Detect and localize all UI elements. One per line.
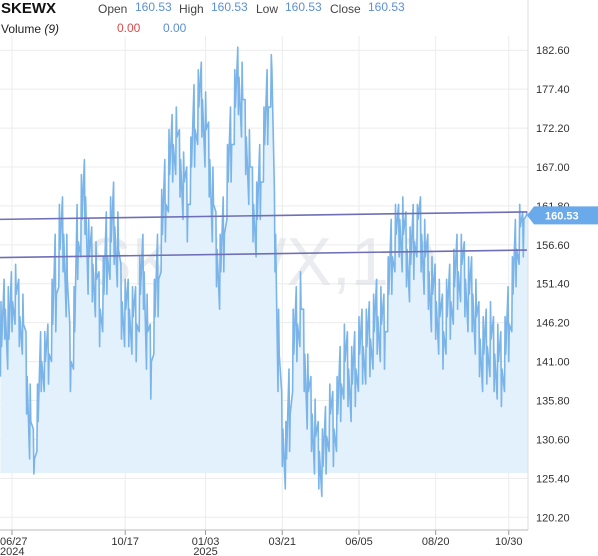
volume-label-text: Volume [1,22,42,36]
x-tick-sublabel: 2024 [0,546,24,556]
volume-period: (9) [44,22,60,36]
y-tick-label: 125.40 [536,473,570,485]
low-label: Low [256,2,279,16]
close-label: Close [330,2,361,16]
x-tick-label: 06/27 [0,536,28,548]
price-area [0,47,528,497]
x-tick-label: 10/17 [111,536,139,548]
x-tick-label: 08/20 [422,536,450,548]
y-axis: 182.60177.40172.20167.00161.80156.60151.… [527,0,570,530]
y-tick-label: 146.20 [536,318,570,330]
y-tick-label: 120.20 [536,512,570,524]
close-value: 160.53 [368,0,405,14]
price-line [0,46,529,498]
price-tag-bg [527,206,598,225]
price-tag-value: 160.53 [545,210,579,222]
y-tick-label: 130.60 [536,434,570,446]
volume-label: Volume (9) [1,22,59,36]
y-tick-label: 167.00 [536,162,570,174]
x-tick-label: 06/05 [345,536,373,548]
symbol-title: SKEWX [1,0,57,17]
open-value: 160.53 [135,0,172,14]
trendline [0,249,528,259]
x-tick-label: 03/21 [268,536,296,548]
last-price-tag: 160.53 [527,206,598,225]
y-tick-label: 151.40 [536,279,570,291]
y-tick-label: 182.60 [536,45,570,57]
volume-value-2: 0.00 [163,21,187,35]
x-tick-label: 10/30 [495,536,523,548]
x-tick-sublabel: 2025 [193,546,217,556]
volume-value-1: 0.00 [117,21,141,35]
x-tick-label: 01/03 [192,536,220,548]
y-tick-label: 135.80 [536,396,570,408]
y-tick-label: 141.00 [536,357,570,369]
y-tick-label: 172.20 [536,123,570,135]
high-value: 160.53 [211,0,248,14]
trendlines[interactable] [0,211,528,259]
y-tick-label: 156.60 [536,240,570,252]
trendline [0,211,528,221]
high-label: High [179,2,204,16]
open-label: Open [98,2,128,16]
y-tick-label: 177.40 [536,84,570,96]
low-value: 160.53 [285,0,322,14]
